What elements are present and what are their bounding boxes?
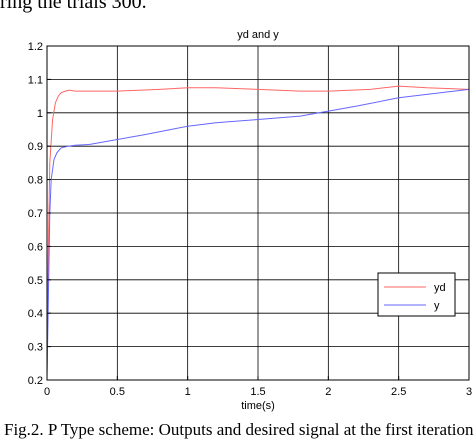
x-tick-label: 3 [466, 386, 472, 398]
x-tick-label: 1 [185, 386, 191, 398]
series-line-y [46, 88, 470, 381]
y-tick-label: 1.2 [28, 41, 43, 53]
y-tick-label: 0.7 [28, 208, 43, 220]
x-tick-label: 2 [325, 386, 331, 398]
grid-lines [47, 46, 469, 380]
y-tick-label: 0.5 [28, 275, 43, 287]
y-tick-label: 0.4 [28, 308, 43, 320]
y-tick-label: 1.1 [28, 74, 43, 86]
x-tick-label: 1.5 [250, 386, 265, 398]
legend-label-y: y [434, 300, 440, 312]
axis-ticks: 0 0.5 1 1.5 2 2.5 3 0.2 0.3 0.4 0.5 0.6 0.7 0.8 0.9 1 1.… [28, 41, 472, 398]
top-text-fragment: ring the trials 300. [0, 0, 147, 13]
figure-caption: Fig.2. P Type scheme: Outputs and desire… [4, 420, 474, 439]
y-tick-label: 0.8 [28, 175, 43, 187]
legend-box [377, 272, 456, 317]
x-tick-label: 0.5 [110, 386, 125, 398]
series-lines [46, 85, 470, 381]
y-tick-label: 1 [37, 108, 43, 120]
y-tick-label: 0.2 [28, 375, 43, 387]
x-axis-label: time(s) [241, 400, 275, 412]
chart-title: yd and y [237, 29, 279, 41]
series-line-yd [46, 85, 470, 374]
y-tick-label: 0.3 [28, 342, 43, 354]
y-tick-label: 0.9 [28, 141, 43, 153]
y-tick-label: 0.6 [28, 241, 43, 253]
legend-label-yd: yd [434, 282, 446, 294]
legend: yd y [377, 272, 456, 317]
x-tick-label: 0 [44, 386, 50, 398]
x-tick-label: 2.5 [391, 386, 406, 398]
